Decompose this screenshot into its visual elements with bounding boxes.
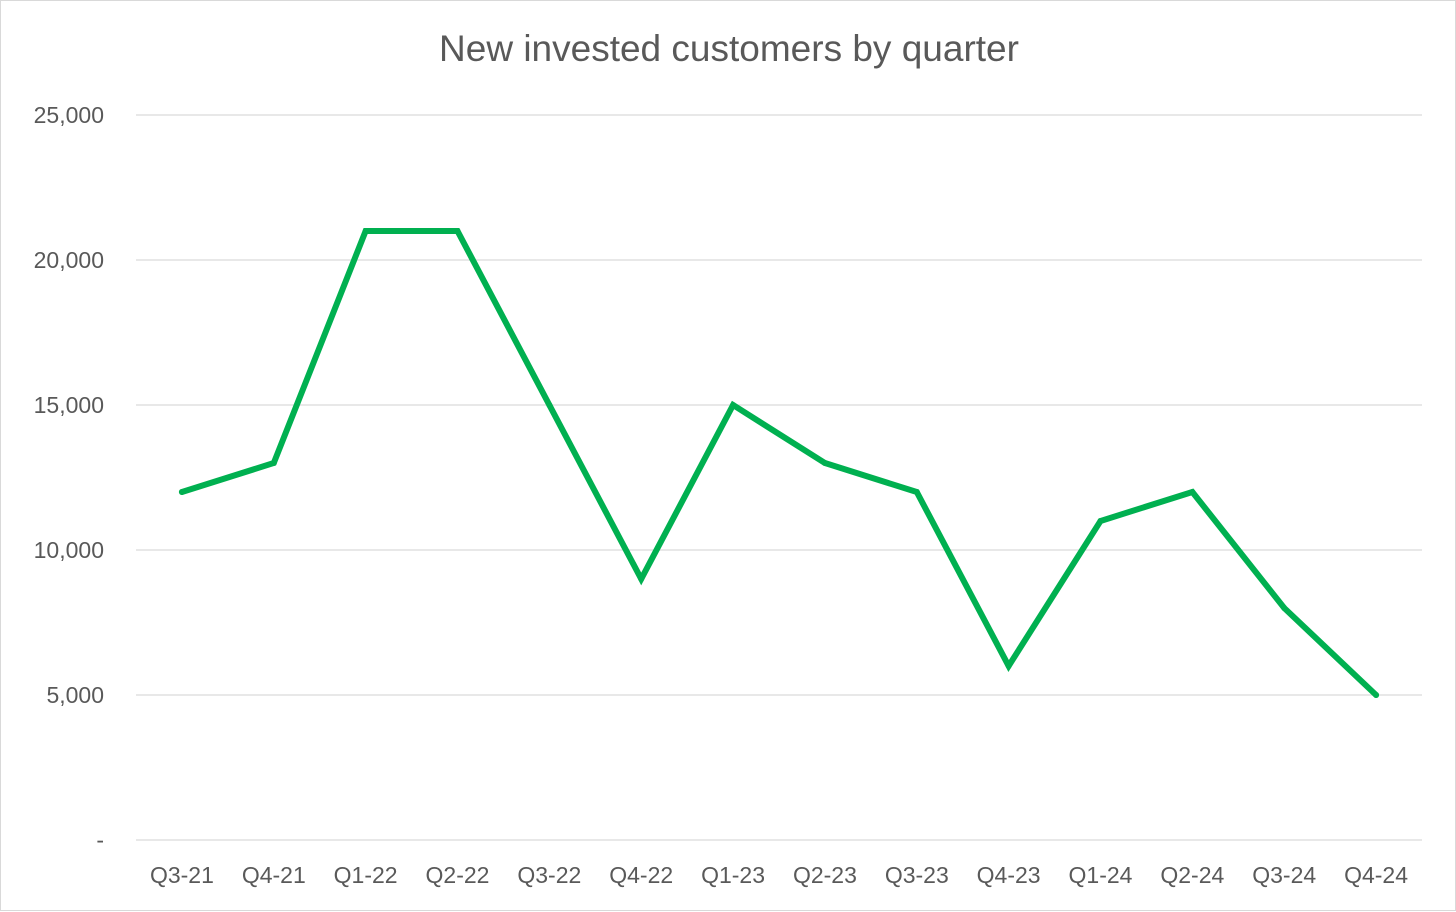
data-point xyxy=(638,576,645,582)
x-tick-label: Q3-23 xyxy=(885,862,949,888)
x-tick-label: Q4-21 xyxy=(242,862,306,888)
y-tick-label: - xyxy=(96,827,104,853)
x-tick-label: Q1-22 xyxy=(334,862,398,888)
data-point xyxy=(1005,663,1012,669)
y-axis-tick-labels: - 5,000 10,000 15,000 20,000 25,000 xyxy=(34,102,104,853)
data-point xyxy=(1189,489,1196,495)
x-tick-label: Q4-22 xyxy=(609,862,673,888)
gridlines xyxy=(136,114,1422,841)
data-point xyxy=(1097,518,1104,524)
x-tick-label: Q3-21 xyxy=(150,862,214,888)
x-tick-label: Q2-24 xyxy=(1160,862,1224,888)
data-point xyxy=(730,402,737,408)
x-tick-label: Q1-23 xyxy=(701,862,765,888)
y-tick-label: 25,000 xyxy=(34,102,104,128)
data-point xyxy=(178,489,185,495)
data-point xyxy=(362,228,369,234)
y-tick-label: 5,000 xyxy=(46,682,104,708)
x-tick-label: Q2-23 xyxy=(793,862,857,888)
data-point xyxy=(454,228,461,234)
data-point xyxy=(1373,692,1380,698)
x-tick-label: Q4-23 xyxy=(977,862,1041,888)
data-point xyxy=(821,460,828,466)
x-axis-tick-labels: Q3-21 Q4-21 Q1-22 Q2-22 Q3-22 Q4-22 Q1-23 Q2-23… xyxy=(150,862,1408,888)
x-tick-label: Q2-22 xyxy=(426,862,490,888)
data-point xyxy=(546,402,553,408)
x-tick-label: Q3-22 xyxy=(517,862,581,888)
series-lines xyxy=(178,228,1380,698)
y-tick-label: 15,000 xyxy=(34,392,104,418)
x-tick-label: Q4-24 xyxy=(1344,862,1408,888)
x-tick-label: Q1-24 xyxy=(1069,862,1133,888)
data-point xyxy=(270,460,277,466)
series-line xyxy=(178,228,1380,698)
data-point xyxy=(1281,605,1288,611)
y-tick-label: 10,000 xyxy=(34,537,104,563)
chart-title: New invested customers by quarter xyxy=(439,28,1019,69)
x-tick-label: Q3-24 xyxy=(1252,862,1316,888)
y-tick-label: 20,000 xyxy=(34,247,104,273)
data-point xyxy=(913,489,920,495)
